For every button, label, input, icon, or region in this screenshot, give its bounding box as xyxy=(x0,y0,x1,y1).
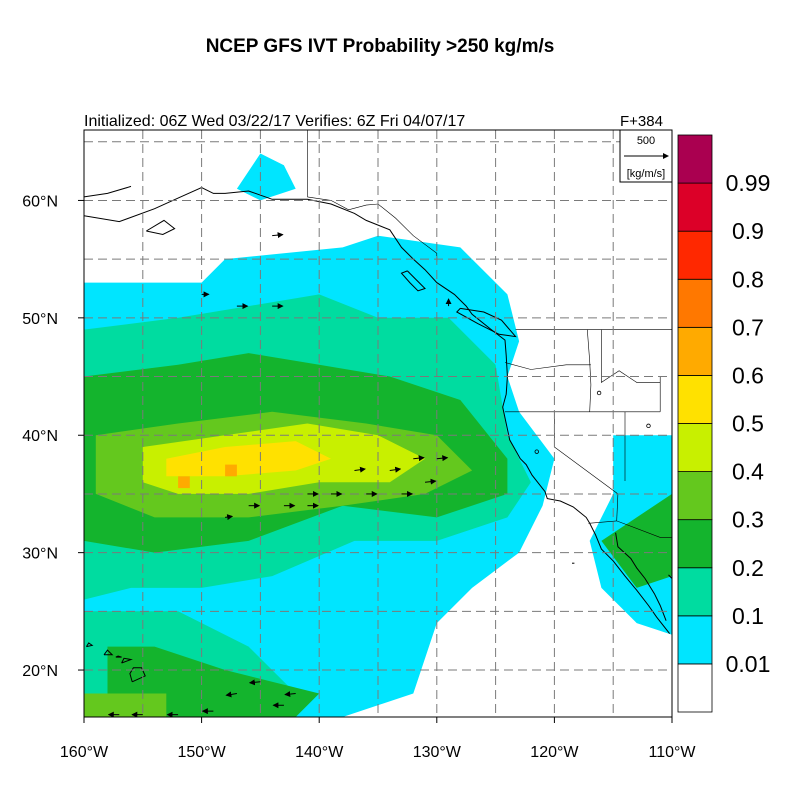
coastline-1 xyxy=(615,532,667,621)
border-4 xyxy=(587,329,592,412)
forecast-hour-label: F+384 xyxy=(620,113,663,130)
colorbar-box-6 xyxy=(677,375,713,424)
ivt-vector xyxy=(225,514,234,521)
coastline-9 xyxy=(85,642,94,648)
colorbar-box-5 xyxy=(677,423,713,472)
ivt-vector-layer xyxy=(107,232,452,717)
colorbar-label: 0.5 xyxy=(732,411,764,437)
colorbar-box-4 xyxy=(677,471,713,521)
city-marker-0 xyxy=(534,449,539,454)
colorbar-box-9 xyxy=(677,230,713,280)
colorbar-box-7 xyxy=(677,326,713,376)
probability-region-11 xyxy=(166,441,331,477)
ivt-vector xyxy=(272,232,284,239)
colorbar-label: 0.99 xyxy=(726,170,771,196)
coastline-layer xyxy=(84,185,672,683)
border-11 xyxy=(601,329,661,383)
colorbar-label: 0.4 xyxy=(732,459,764,485)
lat-tick-label: 20°N xyxy=(22,663,58,680)
lon-tick-label: 130°W xyxy=(413,744,462,761)
coastline-5 xyxy=(146,219,176,236)
coastline-0 xyxy=(84,186,670,634)
colorbar-label: 0.8 xyxy=(732,266,764,292)
colorbar-label: 0.1 xyxy=(732,603,764,629)
border-7 xyxy=(616,493,619,521)
lat-tick-label: 60°N xyxy=(22,193,58,210)
reference-vector-units: [kg/m/s] xyxy=(627,168,666,180)
colorbar-label: 0.01 xyxy=(726,651,771,677)
colorbar: 0.01 0.1 0.2 0.3 0.4 0.5 0.6 0.7 0.8 0.9 0.99 xyxy=(677,134,771,713)
city-marker-1 xyxy=(596,390,602,396)
colorbar-box-0 xyxy=(677,663,713,713)
lon-tick-label: 150°W xyxy=(177,744,226,761)
colorbar-label: 0.9 xyxy=(732,218,764,244)
colorbar-label: 0.6 xyxy=(732,362,764,388)
lat-lon-grid xyxy=(84,130,672,717)
ivt-vector xyxy=(413,455,425,462)
ivt-vector xyxy=(354,466,366,473)
coastline-7 xyxy=(121,657,133,664)
colorbar-box-8 xyxy=(677,278,713,328)
colorbar-label: 0.7 xyxy=(732,314,764,340)
probability-region-12 xyxy=(225,464,237,477)
plot-title: NCEP GFS IVT Probability >250 kg/m/s xyxy=(205,36,555,57)
ivt-vector xyxy=(436,455,449,462)
ivt-vector xyxy=(389,466,402,473)
ivt-vector xyxy=(284,691,296,698)
lat-tick-label: 30°N xyxy=(22,546,58,563)
axis-ticks: 160°W 150°W 140°W 130°W 120°W 110°W 20°N 30°N 40… xyxy=(22,193,696,761)
init-verify-label: Initialized: 06Z Wed 03/22/17 Verifies: … xyxy=(84,113,466,130)
ivt-vector xyxy=(424,478,437,485)
coastline-4 xyxy=(455,307,517,338)
political-border-layer xyxy=(307,130,672,538)
probability-region-1 xyxy=(236,153,296,201)
probability-region-9 xyxy=(84,693,167,717)
coastline-11 xyxy=(84,185,132,198)
colorbar-box-3 xyxy=(677,519,713,569)
reference-vector-box: 500 [kg/m/s] xyxy=(619,129,673,183)
lon-tick-label: 160°W xyxy=(60,744,109,761)
coastline-10 xyxy=(115,655,122,658)
border-3 xyxy=(504,362,591,370)
lon-tick-label: 110°W xyxy=(648,744,696,761)
colorbar-box-2 xyxy=(677,567,713,617)
reference-vector-magnitude: 500 xyxy=(637,135,655,147)
coastline-2 xyxy=(668,574,672,579)
lon-tick-label: 120°W xyxy=(530,744,579,761)
ivt-vector xyxy=(248,679,261,686)
colorbar-label: 0.3 xyxy=(732,507,764,533)
map-frame xyxy=(83,129,673,718)
colorbar-box-11 xyxy=(677,134,713,184)
probability-region-13 xyxy=(178,476,190,489)
colorbar-box-10 xyxy=(677,182,713,232)
lon-tick-label: 140°W xyxy=(295,744,344,761)
probability-region-7 xyxy=(601,493,672,588)
city-marker-2 xyxy=(646,423,651,429)
colorbar-label: 0.2 xyxy=(732,555,764,581)
coastline-3 xyxy=(400,270,426,292)
colorbar-box-1 xyxy=(677,615,713,665)
lat-tick-label: 40°N xyxy=(22,428,58,445)
lat-tick-label: 50°N xyxy=(22,311,58,328)
coastline-8 xyxy=(103,649,114,656)
ivt-vector xyxy=(225,691,237,698)
border-8 xyxy=(588,520,672,538)
